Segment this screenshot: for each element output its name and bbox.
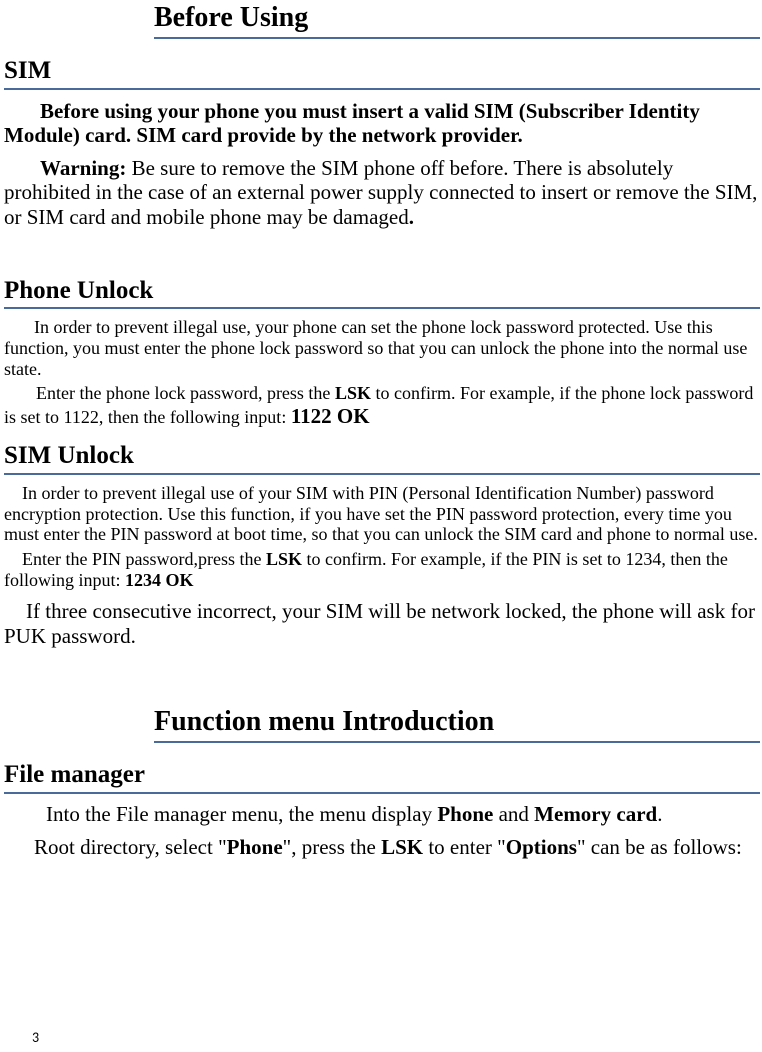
phone-unlock-p1: In order to prevent illegal use, your ph… [4, 317, 760, 379]
section-file-manager: File manager [4, 761, 760, 794]
sim-p2: Warning: Be sure to remove the SIM phone… [4, 156, 760, 228]
sim-p1: Before using your phone you must insert … [4, 99, 760, 147]
phone-unlock-p2: Enter the phone lock password, press the… [4, 383, 760, 428]
lsk-label: LSK [335, 383, 371, 403]
section-sim-unlock: SIM Unlock [4, 442, 760, 475]
page-number: 3 [32, 1030, 39, 1046]
lsk-label: LSK [381, 835, 423, 859]
section-phone-unlock: Phone Unlock [4, 277, 760, 310]
sim-warning-period: . [409, 205, 414, 229]
sim-warning-label: Warning: [40, 156, 126, 180]
phone-unlock-code: 1122 OK [291, 404, 370, 428]
options-label: Options [506, 835, 577, 859]
spacer [4, 648, 760, 678]
section-sim: SIM [4, 57, 760, 90]
file-manager-p1: Into the File manager menu, the menu dis… [4, 802, 760, 826]
sim-unlock-p1: In order to prevent illegal use of your … [4, 483, 760, 545]
sim-unlock-code: 1234 OK [125, 570, 194, 590]
memory-card-label: Memory card [534, 802, 657, 826]
chapter-function-menu: Function menu Introduction [154, 704, 760, 743]
page: Before Using SIM Before using your phone… [0, 0, 762, 859]
file-manager-p2: Root directory, select "Phone", press th… [4, 835, 760, 859]
lsk-label: LSK [266, 549, 302, 569]
chapter-before-using: Before Using [154, 0, 760, 39]
sim-unlock-p3: If three consecutive incorrect, your SIM… [4, 599, 760, 647]
phone-label: Phone [437, 802, 493, 826]
sim-unlock-p2: Enter the PIN password,press the LSK to … [4, 549, 760, 590]
phone-label-2: Phone [227, 835, 283, 859]
spacer [4, 229, 760, 259]
